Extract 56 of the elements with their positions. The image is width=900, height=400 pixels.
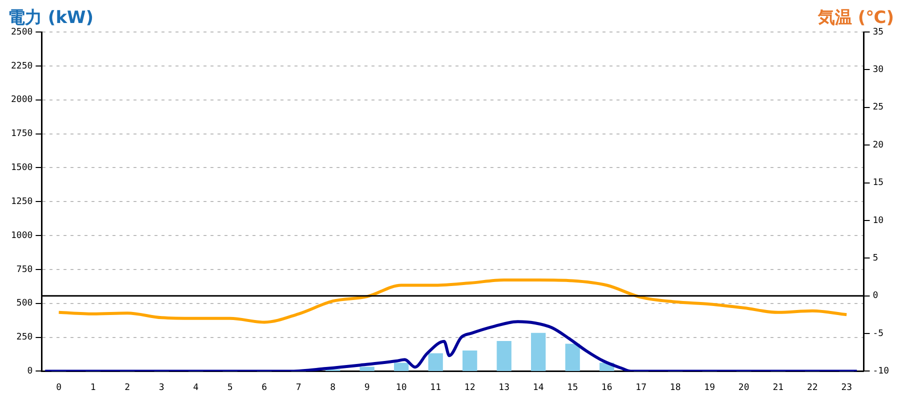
x-tick-label: 18: [670, 382, 681, 393]
x-tick-label: 2: [124, 382, 130, 393]
x-tick-label: 4: [193, 382, 199, 393]
y2-tick-label: 5: [872, 253, 878, 264]
y-tick-label: 2250: [10, 61, 33, 72]
y-tick-label: 2000: [10, 95, 33, 106]
y2-tick-label: 35: [872, 27, 884, 38]
x-tick-label: 0: [56, 382, 62, 393]
y-axis-title: 電力 (kW): [8, 7, 94, 28]
x-tick-label: 21: [772, 382, 784, 393]
x-tick-label: 7: [296, 382, 302, 393]
x-tick-label: 10: [396, 382, 407, 393]
x-tick-label: 23: [841, 382, 852, 393]
line-series: [44, 320, 858, 372]
y-tick-label: 2500: [10, 27, 33, 38]
x-tick-label: 15: [567, 382, 578, 393]
y2-tick-label: -10: [872, 366, 890, 377]
x-tick-label: 5: [227, 382, 233, 393]
x-tick-label: 20: [738, 382, 750, 393]
x-tick-label: 11: [430, 382, 442, 393]
x-tick-label: 12: [464, 382, 476, 393]
bar: [394, 362, 409, 372]
y2-tick-label: -5: [872, 328, 884, 339]
bar: [428, 353, 443, 372]
x-tick-label: 14: [532, 382, 544, 393]
x-tick-label: 9: [364, 382, 370, 393]
y-tick-label: 500: [16, 298, 33, 309]
line-series: [57, 278, 848, 324]
y2-tick-label: 30: [872, 65, 884, 76]
y2-tick-label: 15: [872, 178, 884, 188]
x-tick-label: 8: [330, 382, 336, 393]
y-tick-label: 1500: [10, 163, 33, 174]
x-tick-label: 13: [498, 382, 510, 393]
bar: [496, 341, 512, 372]
y2-tick-label: 25: [872, 102, 884, 113]
x-tick-label: 1: [90, 382, 96, 393]
y2-tick-label: 10: [872, 216, 884, 226]
x-tick-label: 19: [704, 382, 716, 393]
y-tick-label: 1750: [10, 129, 33, 140]
bar: [360, 366, 374, 372]
bar: [462, 350, 478, 372]
y2-tick-label: 0: [872, 291, 878, 302]
bar: [565, 344, 580, 372]
x-tick-label: 16: [601, 382, 612, 393]
x-tick-label: 17: [636, 382, 647, 393]
y-tick-label: 1000: [10, 230, 33, 241]
y-tick-label: 1250: [10, 196, 33, 207]
y2-axis-title: 気温 (℃): [818, 7, 894, 28]
y-tick-label: 750: [16, 264, 33, 275]
y2-tick-label: 20: [872, 140, 884, 150]
bar: [531, 332, 546, 372]
x-tick-label: 6: [262, 382, 268, 393]
x-tick-label: 3: [158, 382, 164, 393]
y-tick-label: 250: [16, 332, 33, 343]
y-tick-label: 0: [27, 366, 33, 377]
x-tick-label: 22: [806, 382, 818, 393]
